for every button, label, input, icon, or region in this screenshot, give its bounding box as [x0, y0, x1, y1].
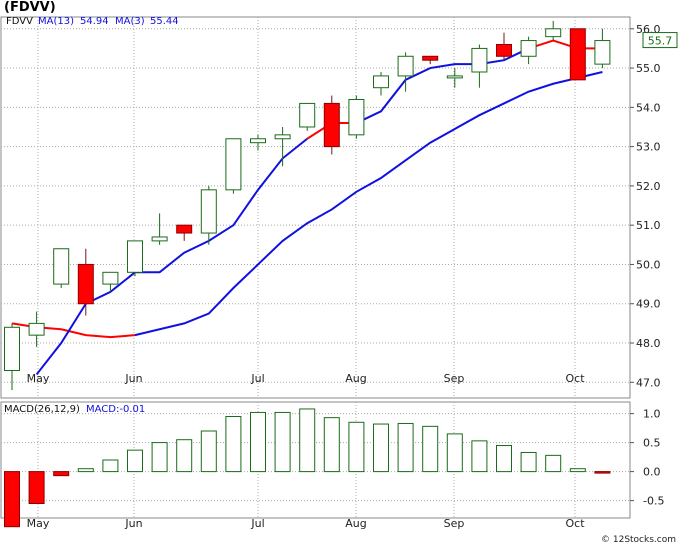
candle-body [594, 40, 611, 65]
macd-legend-value: MACD:-0.01 [86, 404, 145, 415]
candle-body [422, 55, 439, 61]
candle-body [53, 248, 70, 285]
macd-panel: May Jun Jul Aug Sep Oct 1.0 0.5 0.0 -0.5 MACD(26,1… [0, 401, 664, 530]
price-tick-label: 48.0 [636, 337, 661, 350]
candle-body [77, 263, 94, 305]
month-label: May [27, 372, 50, 385]
month-label: Sep [444, 372, 465, 385]
legend-ma13-value: 54.94 [80, 16, 109, 27]
macd-bar [471, 440, 488, 473]
macd-bar [299, 408, 316, 473]
macd-bar [348, 421, 365, 473]
price-tick-label: 50.0 [636, 258, 661, 271]
month-label: Oct [565, 372, 585, 385]
credit-label: © 12Stocks.com [601, 535, 676, 545]
macd-bar [545, 454, 562, 473]
price-tick-label: 52.0 [636, 180, 661, 193]
ma3-line [35, 137, 308, 376]
macd-tick-label: -0.5 [643, 495, 664, 508]
legend-ma3-label: MA(3) [115, 16, 145, 27]
price-panel: 47.048.049.050.051.052.053.054.055.056.0… [0, 16, 678, 399]
macd-bar [422, 425, 439, 473]
macd-bar [4, 471, 20, 528]
price-tick-label: 51.0 [636, 219, 661, 232]
ma13-line [134, 71, 603, 337]
macd-bar [569, 468, 586, 473]
candle-body [496, 43, 512, 57]
macd-bar [77, 468, 94, 473]
month-label: May [27, 517, 50, 530]
candle-body [151, 236, 168, 242]
macd-bar [127, 449, 143, 473]
chart-title: (FDVV) [4, 0, 56, 15]
candle-body [225, 138, 242, 191]
ma3-line [355, 47, 530, 124]
candle-body [348, 98, 365, 136]
legend-ticker: FDVV [6, 16, 33, 27]
macd-legend-label: MACD(26,12,9) [4, 404, 80, 415]
candle-body [569, 28, 586, 81]
price-tick-label: 47.0 [636, 376, 661, 389]
candle-body [446, 75, 463, 79]
candle-body [299, 102, 316, 128]
candle-body [520, 40, 537, 57]
month-label: Aug [345, 517, 366, 530]
candle-body [397, 55, 414, 77]
macd-bar [151, 442, 168, 473]
macd-bar [53, 471, 70, 477]
price-tick-label: 55.0 [636, 62, 661, 75]
legend-ma13-label: MA(13) [38, 16, 74, 27]
macd-bar [323, 417, 340, 473]
ma3-line-red [528, 39, 603, 50]
macd-tick-label: 1.0 [643, 408, 661, 421]
month-label: Jun [124, 517, 142, 530]
month-label: Aug [345, 372, 366, 385]
candle-body [102, 271, 119, 285]
month-label: Jul [250, 372, 264, 385]
macd-bar [496, 445, 512, 473]
month-label: Oct [565, 517, 585, 530]
last-price-tag-label: 55.7 [648, 35, 673, 48]
price-tick-label: 49.0 [636, 298, 661, 311]
candle-body [373, 75, 389, 89]
macd-bar [274, 411, 291, 473]
candle-body [176, 224, 193, 234]
macd-bar [225, 416, 242, 473]
price-plot-area [0, 16, 631, 399]
macd-bar [250, 411, 266, 473]
macd-bar [446, 433, 463, 473]
price-tick-label: 54.0 [636, 101, 661, 114]
candle-body [274, 134, 291, 140]
candle-body [127, 240, 143, 273]
macd-bar [176, 439, 193, 473]
legend-ma3-value: 55.44 [150, 16, 179, 27]
macd-tick-label: 0.5 [643, 437, 661, 450]
last-price-tag [642, 32, 678, 49]
candle-body [471, 47, 488, 73]
macd-bar [594, 471, 611, 474]
candle-body [250, 138, 266, 144]
macd-bar [520, 451, 537, 473]
macd-bar [28, 471, 45, 505]
macd-bar [397, 422, 414, 473]
macd-bar [102, 459, 119, 473]
candle-body [200, 189, 217, 234]
month-label: Sep [444, 517, 465, 530]
month-label: Jul [250, 517, 264, 530]
candle-body [545, 28, 562, 38]
price-tick-label: 53.0 [636, 141, 661, 154]
candle-body [4, 326, 20, 372]
candle-body [28, 322, 45, 336]
candle-body [323, 102, 340, 148]
macd-bar [373, 423, 389, 473]
macd-bar [200, 430, 217, 473]
month-label: Jun [124, 372, 142, 385]
macd-tick-label: 0.0 [643, 466, 661, 479]
